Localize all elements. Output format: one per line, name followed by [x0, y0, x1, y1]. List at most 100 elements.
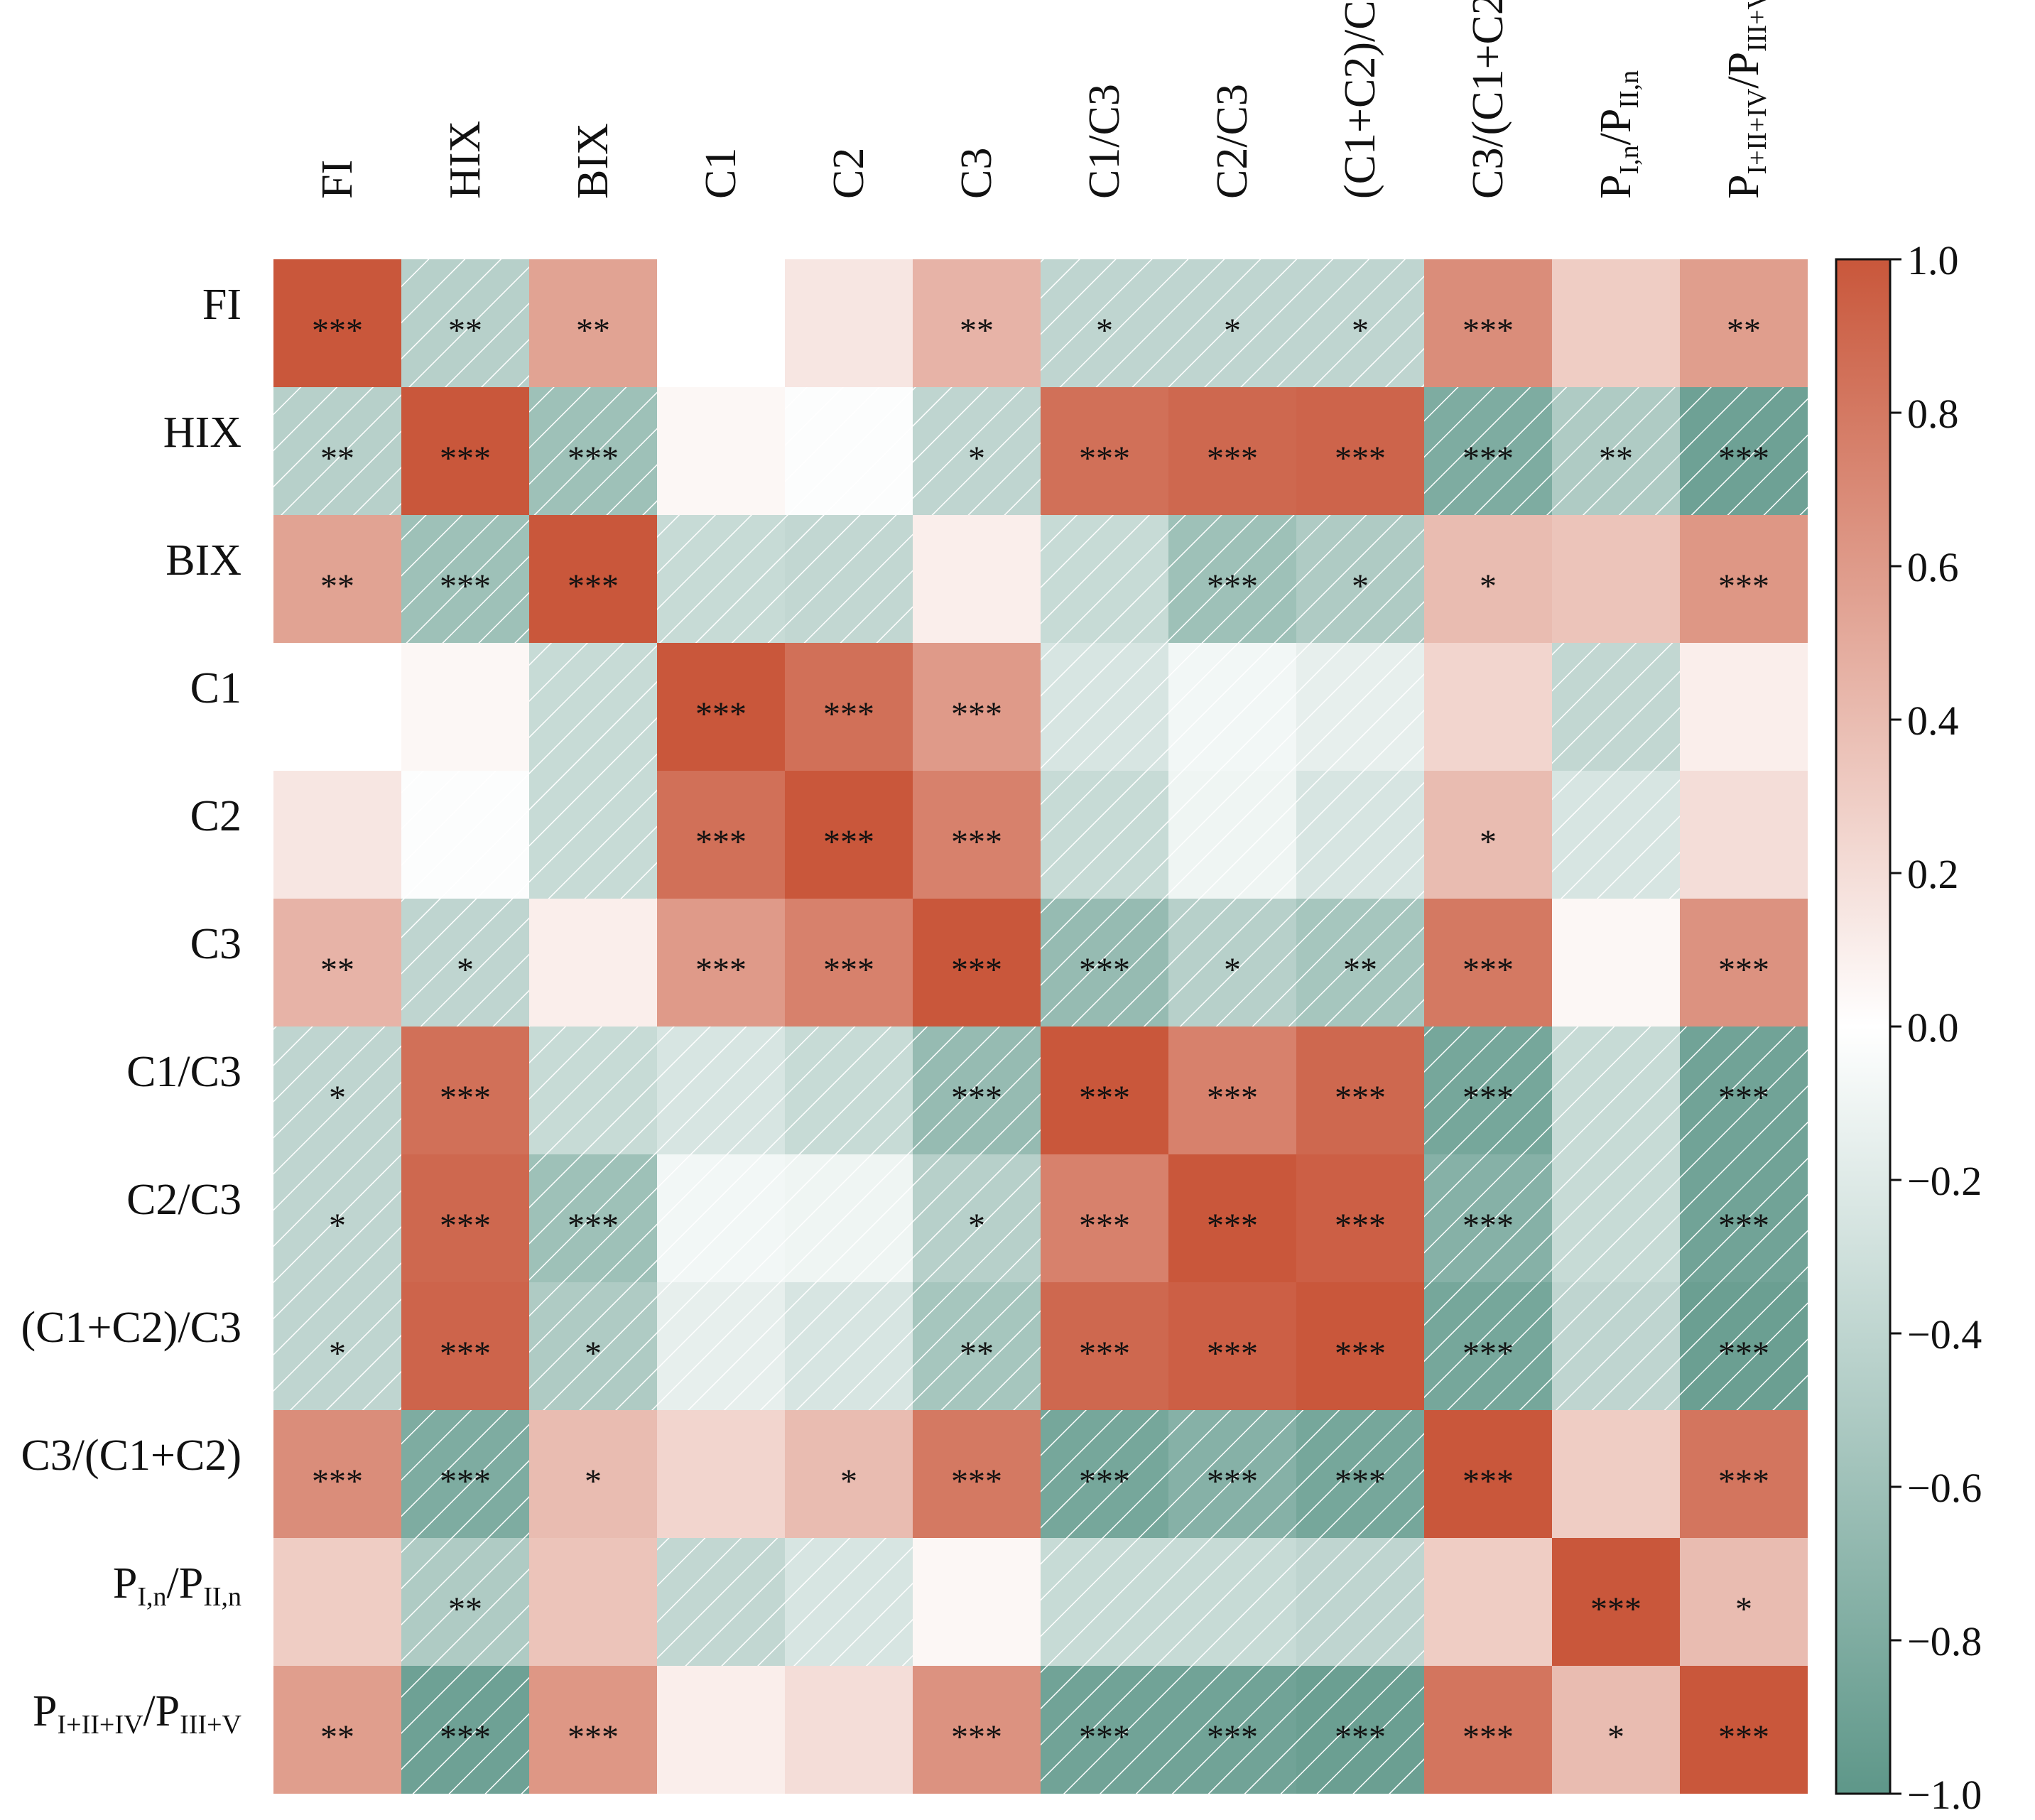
hatch-overlay-r7-c3: [657, 1154, 785, 1282]
significance-marker-r2-c0: **: [320, 568, 354, 605]
hatch-overlay-r6-c0: [273, 1027, 401, 1154]
hatch-overlay-r11-c6: [1041, 1666, 1168, 1794]
heatmap-cell-r11-c4: [785, 1666, 913, 1794]
hatch-overlay-r6-c2: [529, 1027, 657, 1154]
heatmap-cell-r3-c4: [785, 643, 913, 771]
significance-marker-r1-c6: ***: [1079, 440, 1130, 477]
significance-marker-r10-c1: **: [448, 1591, 482, 1628]
heatmap-cell-r9-c11: [1680, 1410, 1808, 1538]
heatmap-cell-r4-c5: [913, 771, 1041, 899]
significance-marker-r4-c5: ***: [951, 823, 1002, 861]
hatch-overlay-r7-c11: [1680, 1154, 1808, 1282]
hatch-overlay-r2-c1: [401, 515, 529, 643]
column-label-c2-c3: C2/C3: [1208, 84, 1257, 199]
colorbar-gradient: [1835, 258, 1892, 1795]
colorbar-tick-label: 0.2: [1907, 851, 1959, 897]
heatmap-cell-r11-c0: [273, 1666, 401, 1794]
significance-marker-r3-c3: ***: [695, 695, 747, 733]
heatmap-cell-r5-c10: [1552, 899, 1680, 1027]
hatch-overlay-r5-c8: [1296, 899, 1424, 1027]
heatmap-cell-r5-c9: [1424, 899, 1552, 1027]
significance-marker-r5-c1: *: [457, 951, 474, 989]
significance-markers: *** ** ** ** * * * *** **** *** *** * *** *** *** *** **…: [312, 312, 1769, 1756]
significance-marker-r2-c7: ***: [1207, 568, 1258, 605]
significance-marker-r5-c11: ***: [1718, 951, 1769, 989]
hatch-overlays: [273, 259, 1808, 1794]
hatch-overlay-r6-c9: [1424, 1027, 1552, 1154]
significance-marker-r7-c11: ***: [1718, 1207, 1769, 1245]
significance-marker-r6-c9: ***: [1463, 1079, 1514, 1117]
significance-marker-r1-c9: ***: [1463, 440, 1514, 477]
hatch-overlay-r3-c7: [1168, 643, 1296, 771]
heatmap-cell-r0-c10: [1552, 259, 1680, 387]
row-labels: FI HIX BIX C1 C2 C3 C1/C3 C2/C3 (C1+C2)/C3 C3/(C1…: [21, 281, 242, 1740]
significance-marker-r7-c5: *: [968, 1207, 985, 1245]
hatch-overlay-r1-c4: [785, 387, 913, 515]
column-label-p-i-ii-iv-p-iii-v: PI+II+IV/PIII+V: [1720, 0, 1772, 199]
column-label-p-i-n-p-ii-n: PI,n/PII,n: [1592, 70, 1644, 199]
significance-marker-r9-c9: ***: [1463, 1463, 1514, 1500]
significance-marker-r11-c8: ***: [1335, 1718, 1386, 1756]
hatch-overlay-r7-c10: [1552, 1154, 1680, 1282]
significance-marker-r11-c7: ***: [1207, 1718, 1258, 1756]
heatmap-cell-r11-c10: [1552, 1666, 1680, 1794]
row-label-c3-c1-c2: C3/(C1+C2): [21, 1431, 242, 1480]
significance-marker-r6-c5: ***: [951, 1079, 1002, 1117]
significance-marker-r1-c8: ***: [1335, 440, 1386, 477]
heatmap-cell-r4-c3: [657, 771, 785, 899]
heatmap-cell-r11-c11: [1680, 1666, 1808, 1794]
significance-marker-r11-c2: ***: [568, 1718, 619, 1756]
hatch-overlay-r10-c7: [1168, 1538, 1296, 1666]
heatmap-cell-r4-c4: [785, 771, 913, 899]
heatmap-cell-r1-c3: [657, 387, 785, 515]
heatmap-cell-r0-c11: [1680, 259, 1808, 387]
heatmap-cell-r3-c5: [913, 643, 1041, 771]
significance-marker-r8-c0: *: [329, 1335, 346, 1372]
colorbar-tick-label: −0.2: [1907, 1158, 1982, 1204]
column-label-c3: C3: [953, 148, 1001, 199]
significance-marker-r7-c6: ***: [1079, 1207, 1130, 1245]
heatmap-cell-r6-c7: [1168, 1027, 1296, 1154]
significance-marker-r9-c5: ***: [951, 1463, 1002, 1500]
heatmap-cell-r6-c6: [1041, 1027, 1168, 1154]
significance-marker-r5-c6: ***: [1079, 951, 1130, 989]
heatmap-cell-r10-c5: [913, 1538, 1041, 1666]
heatmap-cell-r9-c4: [785, 1410, 913, 1538]
hatch-overlay-r1-c9: [1424, 387, 1552, 515]
hatch-overlay-r4-c2: [529, 771, 657, 899]
heatmap-cell-r0-c3: [657, 259, 785, 387]
heatmap-cell-r1-c1: [401, 387, 529, 515]
hatch-overlay-r5-c1: [401, 899, 529, 1027]
heatmap-cell-r4-c11: [1680, 771, 1808, 899]
significance-marker-r8-c9: ***: [1463, 1335, 1514, 1372]
significance-marker-r1-c0: **: [320, 440, 354, 477]
colorbar: 1.0 0.8 0.6 0.4 0.2 0.0 −0.2 −0.4 −0.6 −0.8 −1.0: [1835, 237, 1982, 1818]
heatmap-cell-r9-c10: [1552, 1410, 1680, 1538]
heatmap-cell-r8-c6: [1041, 1282, 1168, 1410]
significance-marker-r1-c11: ***: [1718, 440, 1769, 477]
significance-marker-r5-c9: ***: [1463, 951, 1514, 989]
row-label-c2-c3: C2/C3: [126, 1176, 242, 1224]
significance-marker-r0-c5: **: [960, 312, 994, 350]
heatmap-cell-r3-c0: [273, 643, 401, 771]
heatmap-cell-r1-c7: [1168, 387, 1296, 515]
hatch-overlay-r1-c10: [1552, 387, 1680, 515]
significance-marker-r3-c4: ***: [823, 695, 874, 733]
hatch-overlay-r6-c10: [1552, 1027, 1680, 1154]
heatmap-cell-r11-c5: [913, 1666, 1041, 1794]
significance-marker-r5-c4: ***: [823, 951, 874, 989]
heatmap-cell-r11-c3: [657, 1666, 785, 1794]
hatch-overlay-r8-c3: [657, 1282, 785, 1410]
heatmap-cell-r2-c10: [1552, 515, 1680, 643]
heatmap-cell-r9-c9: [1424, 1410, 1552, 1538]
significance-marker-r0-c2: **: [576, 312, 610, 350]
hatch-overlay-r2-c3: [657, 515, 785, 643]
hatch-overlay-r8-c4: [785, 1282, 913, 1410]
hatch-overlay-r1-c2: [529, 387, 657, 515]
column-label-c3-c1-c2: C3/(C1+C2): [1464, 0, 1512, 199]
significance-marker-r11-c11: ***: [1718, 1718, 1769, 1756]
column-label-c1: C1: [697, 148, 745, 199]
row-label-c1-c2-c3: (C1+C2)/C3: [21, 1304, 242, 1352]
heatmap-cell-r7-c6: [1041, 1154, 1168, 1282]
